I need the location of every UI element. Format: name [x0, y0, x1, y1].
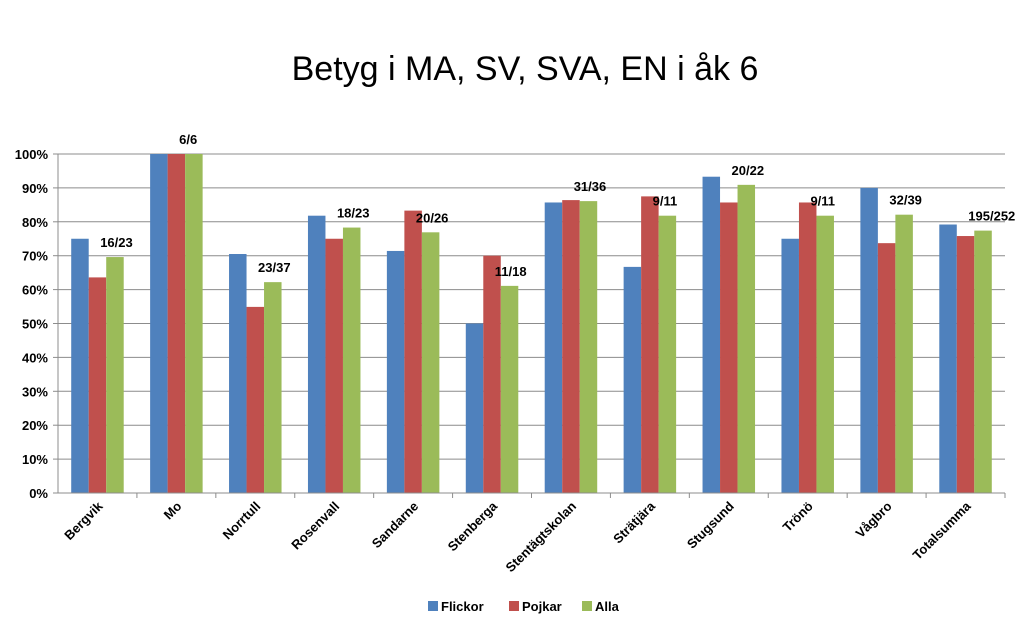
bar-alla-stenberga — [500, 285, 519, 493]
legend-label-pojkar: Pojkar — [522, 599, 562, 614]
bar-flickor-totalsumma — [939, 224, 957, 493]
y-tick-label: 0% — [29, 486, 48, 501]
y-tick-label: 20% — [22, 418, 48, 433]
x-category-label: Rosenvall — [288, 499, 342, 553]
data-label: 23/37 — [258, 260, 291, 275]
legend-swatch-flickor — [428, 601, 438, 611]
data-label: 32/39 — [889, 193, 922, 208]
bar-pojkar-strätjära — [641, 196, 659, 493]
bar-pojkar-totalsumma — [956, 236, 975, 493]
x-category-label: Sandarne — [369, 499, 422, 552]
bar-alla-strätjära — [658, 215, 677, 493]
data-label: 31/36 — [574, 179, 607, 194]
x-category-label: Strätjära — [610, 498, 658, 546]
bar-alla-trönö — [816, 215, 834, 493]
x-category-label: Stenberga — [445, 498, 501, 554]
y-tick-label: 60% — [22, 283, 48, 298]
bar-flickor-strätjära — [623, 266, 642, 493]
bar-flickor-vågbro — [860, 187, 878, 493]
bar-alla-rosenvall — [342, 227, 361, 494]
data-label: 9/11 — [810, 194, 835, 209]
bar-pojkar-mo — [167, 154, 186, 493]
bar-alla-stentägtskolan — [579, 201, 598, 493]
x-category-label: Totalsumma — [910, 498, 975, 563]
data-label: 6/6 — [179, 132, 197, 147]
x-category-label: Stugsund — [684, 498, 737, 551]
legend-swatch-alla — [582, 601, 592, 611]
y-tick-label: 30% — [22, 384, 48, 399]
bar-pojkar-sandarne — [404, 210, 422, 493]
bar-flickor-bergvik — [71, 238, 89, 493]
bar-flickor-sandarne — [386, 250, 405, 493]
data-label: 20/22 — [732, 163, 765, 178]
bar-flickor-stentägtskolan — [544, 202, 563, 494]
bar-pojkar-stentägtskolan — [562, 200, 580, 493]
y-tick-label: 70% — [22, 249, 48, 264]
bar-pojkar-stenberga — [483, 255, 501, 493]
x-category-label: Norrtull — [220, 499, 264, 543]
y-tick-label: 90% — [22, 181, 48, 196]
bar-alla-bergvik — [106, 257, 124, 493]
data-labels: 16/23 6/6 23/37 18/23 20/26 11/18 31/36 9/11 20/… — [100, 132, 1015, 279]
bars — [71, 154, 992, 494]
gridlines — [58, 153, 1005, 460]
data-label: 16/23 — [100, 235, 133, 250]
data-label: 9/11 — [653, 194, 678, 209]
bar-flickor-stenberga — [465, 323, 484, 493]
x-category-label: Mo — [161, 498, 185, 522]
x-axis-category-labels: Bergvik Mo Norrtull Rosenvall Sandarne Stenbe… — [61, 498, 974, 575]
data-label: 195/252 — [968, 209, 1015, 224]
bar-pojkar-rosenvall — [325, 238, 343, 493]
legend-label-flickor: Flickor — [441, 599, 484, 614]
bar-flickor-norrtull — [229, 254, 247, 493]
x-category-label: Trönö — [780, 498, 816, 534]
legend: Flickor Pojkar Alla — [428, 599, 620, 614]
y-axis-tick-labels: 0% 10% 20% 30% 40% 50% 60% 70% 80% 90% 100% — [15, 147, 49, 501]
bar-alla-norrtull — [264, 282, 282, 493]
y-tick-label: 100% — [15, 147, 49, 162]
x-category-label: Stentägtskolan — [503, 498, 580, 575]
x-category-label: Vågbro — [852, 498, 894, 540]
bar-alla-vågbro — [895, 214, 913, 493]
bar-pojkar-trönö — [798, 202, 817, 494]
data-label: 18/23 — [337, 206, 370, 221]
bar-flickor-trönö — [781, 238, 799, 493]
bar-alla-sandarne — [421, 232, 440, 493]
x-category-label: Bergvik — [61, 498, 106, 543]
bar-alla-stugsund — [737, 184, 756, 493]
legend-label-alla: Alla — [595, 599, 620, 614]
axes — [53, 153, 1006, 498]
bar-flickor-stugsund — [702, 176, 721, 493]
bar-pojkar-norrtull — [246, 306, 265, 493]
bar-pojkar-stugsund — [720, 202, 738, 494]
data-label: 11/18 — [495, 264, 527, 279]
bar-flickor-rosenvall — [307, 215, 326, 493]
chart-title: Betyg i MA, SV, SVA, EN i åk 6 — [291, 50, 759, 88]
y-tick-label: 50% — [22, 317, 48, 332]
bar-alla-mo — [185, 154, 203, 493]
legend-swatch-pojkar — [509, 601, 519, 611]
y-tick-label: 80% — [22, 215, 48, 230]
bar-flickor-mo — [150, 154, 168, 493]
data-label: 20/26 — [416, 210, 449, 225]
bar-pojkar-vågbro — [877, 243, 896, 493]
bar-pojkar-bergvik — [88, 277, 107, 493]
y-tick-label: 10% — [22, 452, 48, 467]
y-tick-label: 40% — [22, 350, 48, 365]
bar-alla-totalsumma — [974, 230, 992, 493]
